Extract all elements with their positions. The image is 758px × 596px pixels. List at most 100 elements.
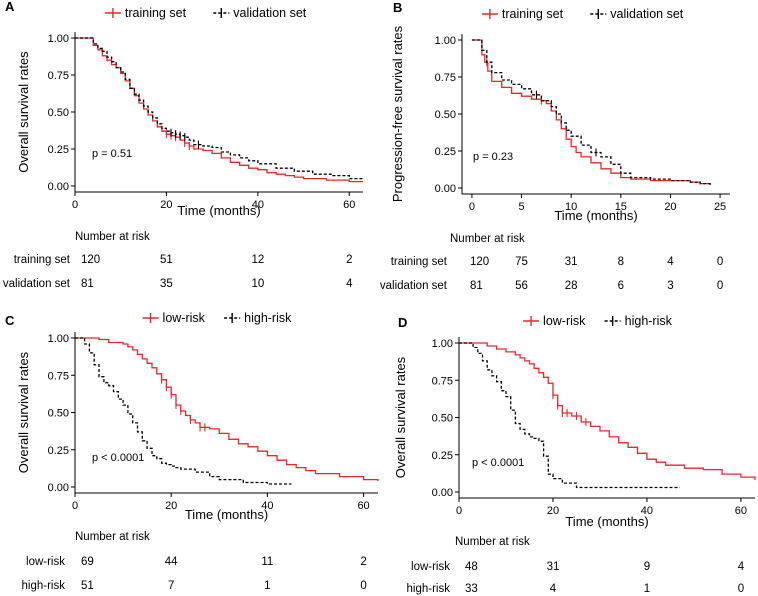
risk-cell: 11	[261, 556, 273, 568]
p-value-text: p < 0.0001	[472, 457, 524, 469]
panel-a: A 0.00 0.25 0.50 0.75 1.00 0 20 40 60 Time (months…	[3, 0, 363, 290]
risk-cell: 4	[550, 583, 557, 595]
risk-table-title: Number at risk	[75, 531, 150, 543]
panel-label: A	[5, 0, 15, 14]
y-tick-label: 0.25	[435, 146, 456, 158]
risk-cell: 4	[738, 561, 745, 573]
legend: training set validation set	[104, 6, 307, 20]
x-tick-label: 0	[456, 505, 462, 517]
risk-cell: 51	[160, 254, 173, 266]
legend: low-risk high-risk	[142, 311, 292, 325]
y-axis-label: Progression-free survival rates	[390, 25, 405, 202]
risk-row-label: high-risk	[407, 583, 451, 595]
p-value-text: p = 0.23	[473, 151, 513, 163]
x-tick-label: 40	[261, 500, 273, 512]
risk-cell: 33	[465, 583, 478, 595]
y-tick-label: 0.00	[435, 183, 456, 195]
y-axis-label: Overall survival rates	[16, 351, 31, 473]
y-tick-label: 0.00	[432, 487, 453, 499]
x-tick-label: 60	[735, 505, 747, 517]
risk-cell: 4	[667, 256, 674, 268]
risk-cell: 10	[251, 278, 264, 290]
risk-row-label: validation set	[380, 280, 448, 292]
p-value-text: p < 0.0001	[92, 452, 144, 464]
legend-item-label: high-risk	[625, 314, 673, 328]
legend-item-label: training set	[125, 6, 187, 20]
risk-cell: 12	[251, 254, 264, 266]
legend-item-label: low-risk	[543, 314, 586, 328]
risk-cell: 6	[618, 280, 624, 292]
survival-curve-high-risk	[459, 342, 680, 489]
legend-item-label: low-risk	[163, 311, 206, 325]
x-axis-label: Time (months)	[185, 507, 268, 522]
x-tick-label: 60	[343, 199, 355, 211]
risk-cell: 31	[565, 256, 578, 268]
panel-b: B 0.00 0.25 0.50 0.75 1.00 0 5 10 15 20 25 Time (mon…	[380, 0, 730, 292]
legend: low-risk high-risk	[523, 314, 673, 328]
x-tick-label: 60	[357, 500, 369, 512]
risk-row-label: validation set	[3, 278, 71, 290]
risk-cell: 0	[738, 583, 744, 595]
x-tick-label: 0	[72, 500, 78, 512]
y-tick-label: 0.25	[48, 144, 69, 156]
x-tick-label: 0	[72, 199, 78, 211]
risk-cell: 0	[360, 580, 366, 592]
y-axis-label: Overall survival rates	[16, 51, 31, 173]
risk-cell: 81	[81, 278, 94, 290]
x-axis-label: Time (months)	[565, 514, 648, 529]
legend: training set validation set	[481, 7, 684, 21]
y-tick-label: 0.75	[435, 72, 456, 84]
survival-curve-low-risk	[459, 342, 756, 481]
panel-label: C	[5, 313, 15, 328]
y-tick-label: 1.00	[432, 338, 453, 350]
risk-cell: 81	[470, 280, 483, 292]
risk-cell: 120	[470, 256, 489, 268]
risk-row-label: high-risk	[22, 580, 66, 592]
risk-cell: 0	[717, 280, 723, 292]
y-tick-label: 0.00	[48, 482, 69, 494]
panel-label: B	[393, 0, 402, 15]
risk-table-title: Number at risk	[75, 231, 150, 243]
x-tick-label: 0	[469, 201, 475, 213]
y-tick-label: 0.50	[432, 413, 453, 425]
survival-curve-validation-set	[471, 39, 711, 185]
survival-curve-validation-set	[75, 37, 363, 180]
risk-cell: 2	[360, 556, 366, 568]
y-tick-label: 0.50	[48, 107, 69, 119]
risk-table: Number at risk low-risk 48 31 9 4 high-risk 33 4…	[407, 536, 745, 595]
x-tick-label: 40	[252, 199, 264, 211]
x-tick-label: 20	[664, 201, 676, 213]
y-tick-label: 0.25	[432, 450, 453, 462]
survival-curve-training-set	[471, 39, 711, 185]
x-tick-label: 20	[160, 199, 172, 211]
risk-row-label: training set	[14, 254, 71, 266]
risk-cell: 8	[618, 256, 624, 268]
x-tick-label: 5	[518, 201, 524, 213]
risk-table-title: Number at risk	[450, 233, 525, 245]
panel-label: D	[398, 315, 407, 330]
risk-cell: 1	[644, 583, 650, 595]
survival-curve-low-risk	[75, 337, 379, 481]
risk-cell: 2	[346, 254, 352, 266]
x-tick-label: 15	[615, 201, 627, 213]
y-axis-label: Overall survival rates	[393, 356, 408, 478]
risk-cell: 69	[81, 556, 94, 568]
risk-table: Number at risk low-risk 69 44 11 2 high-risk 51…	[22, 531, 367, 592]
risk-cell: 31	[547, 561, 560, 573]
y-tick-label: 0.00	[48, 181, 69, 193]
risk-cell: 9	[644, 561, 650, 573]
risk-row-label: low-risk	[26, 556, 65, 568]
y-tick-label: 0.50	[435, 109, 456, 121]
risk-cell: 48	[465, 561, 478, 573]
survival-curve-high-risk	[75, 337, 292, 485]
risk-cell: 28	[565, 280, 578, 292]
y-tick-label: 1.00	[435, 35, 456, 47]
x-tick-label: 40	[641, 505, 653, 517]
risk-cell: 51	[81, 580, 94, 592]
legend-item-label: high-risk	[244, 311, 292, 325]
survival-curve-training-set	[75, 37, 363, 183]
x-tick-label: 25	[714, 201, 726, 213]
y-tick-label: 0.50	[48, 408, 69, 420]
risk-cell: 3	[667, 280, 673, 292]
risk-cell: 0	[717, 256, 723, 268]
